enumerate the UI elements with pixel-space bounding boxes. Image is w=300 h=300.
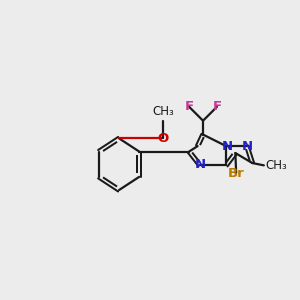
Text: N: N	[242, 140, 253, 153]
Text: F: F	[212, 100, 221, 113]
Text: N: N	[194, 158, 206, 171]
Text: CH₃: CH₃	[152, 105, 174, 119]
Text: O: O	[158, 132, 169, 145]
Text: Br: Br	[228, 167, 244, 180]
Text: N: N	[221, 140, 233, 153]
Text: CH₃: CH₃	[266, 159, 287, 172]
Text: F: F	[184, 100, 194, 113]
